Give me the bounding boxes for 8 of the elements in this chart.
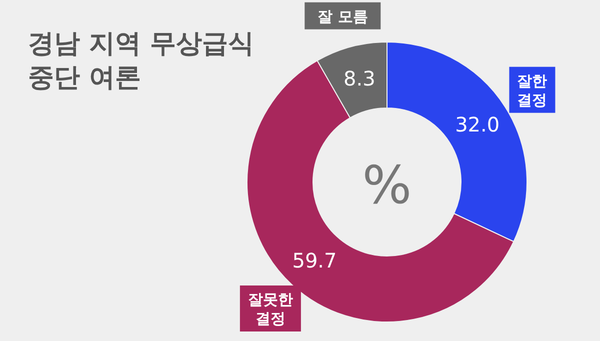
data-label: 32.0 bbox=[455, 112, 500, 137]
data-label: 59.7 bbox=[292, 248, 337, 273]
text: 경남 지역 무상급식 중단 여론 bbox=[28, 29, 254, 93]
data-label: 8.3 bbox=[344, 66, 376, 91]
slice-label: 잘 모름 bbox=[318, 7, 368, 26]
slice-label: 잘못한 결정 bbox=[248, 290, 293, 328]
slice-label: 잘한 결정 bbox=[517, 72, 548, 109]
text: % bbox=[362, 156, 412, 216]
